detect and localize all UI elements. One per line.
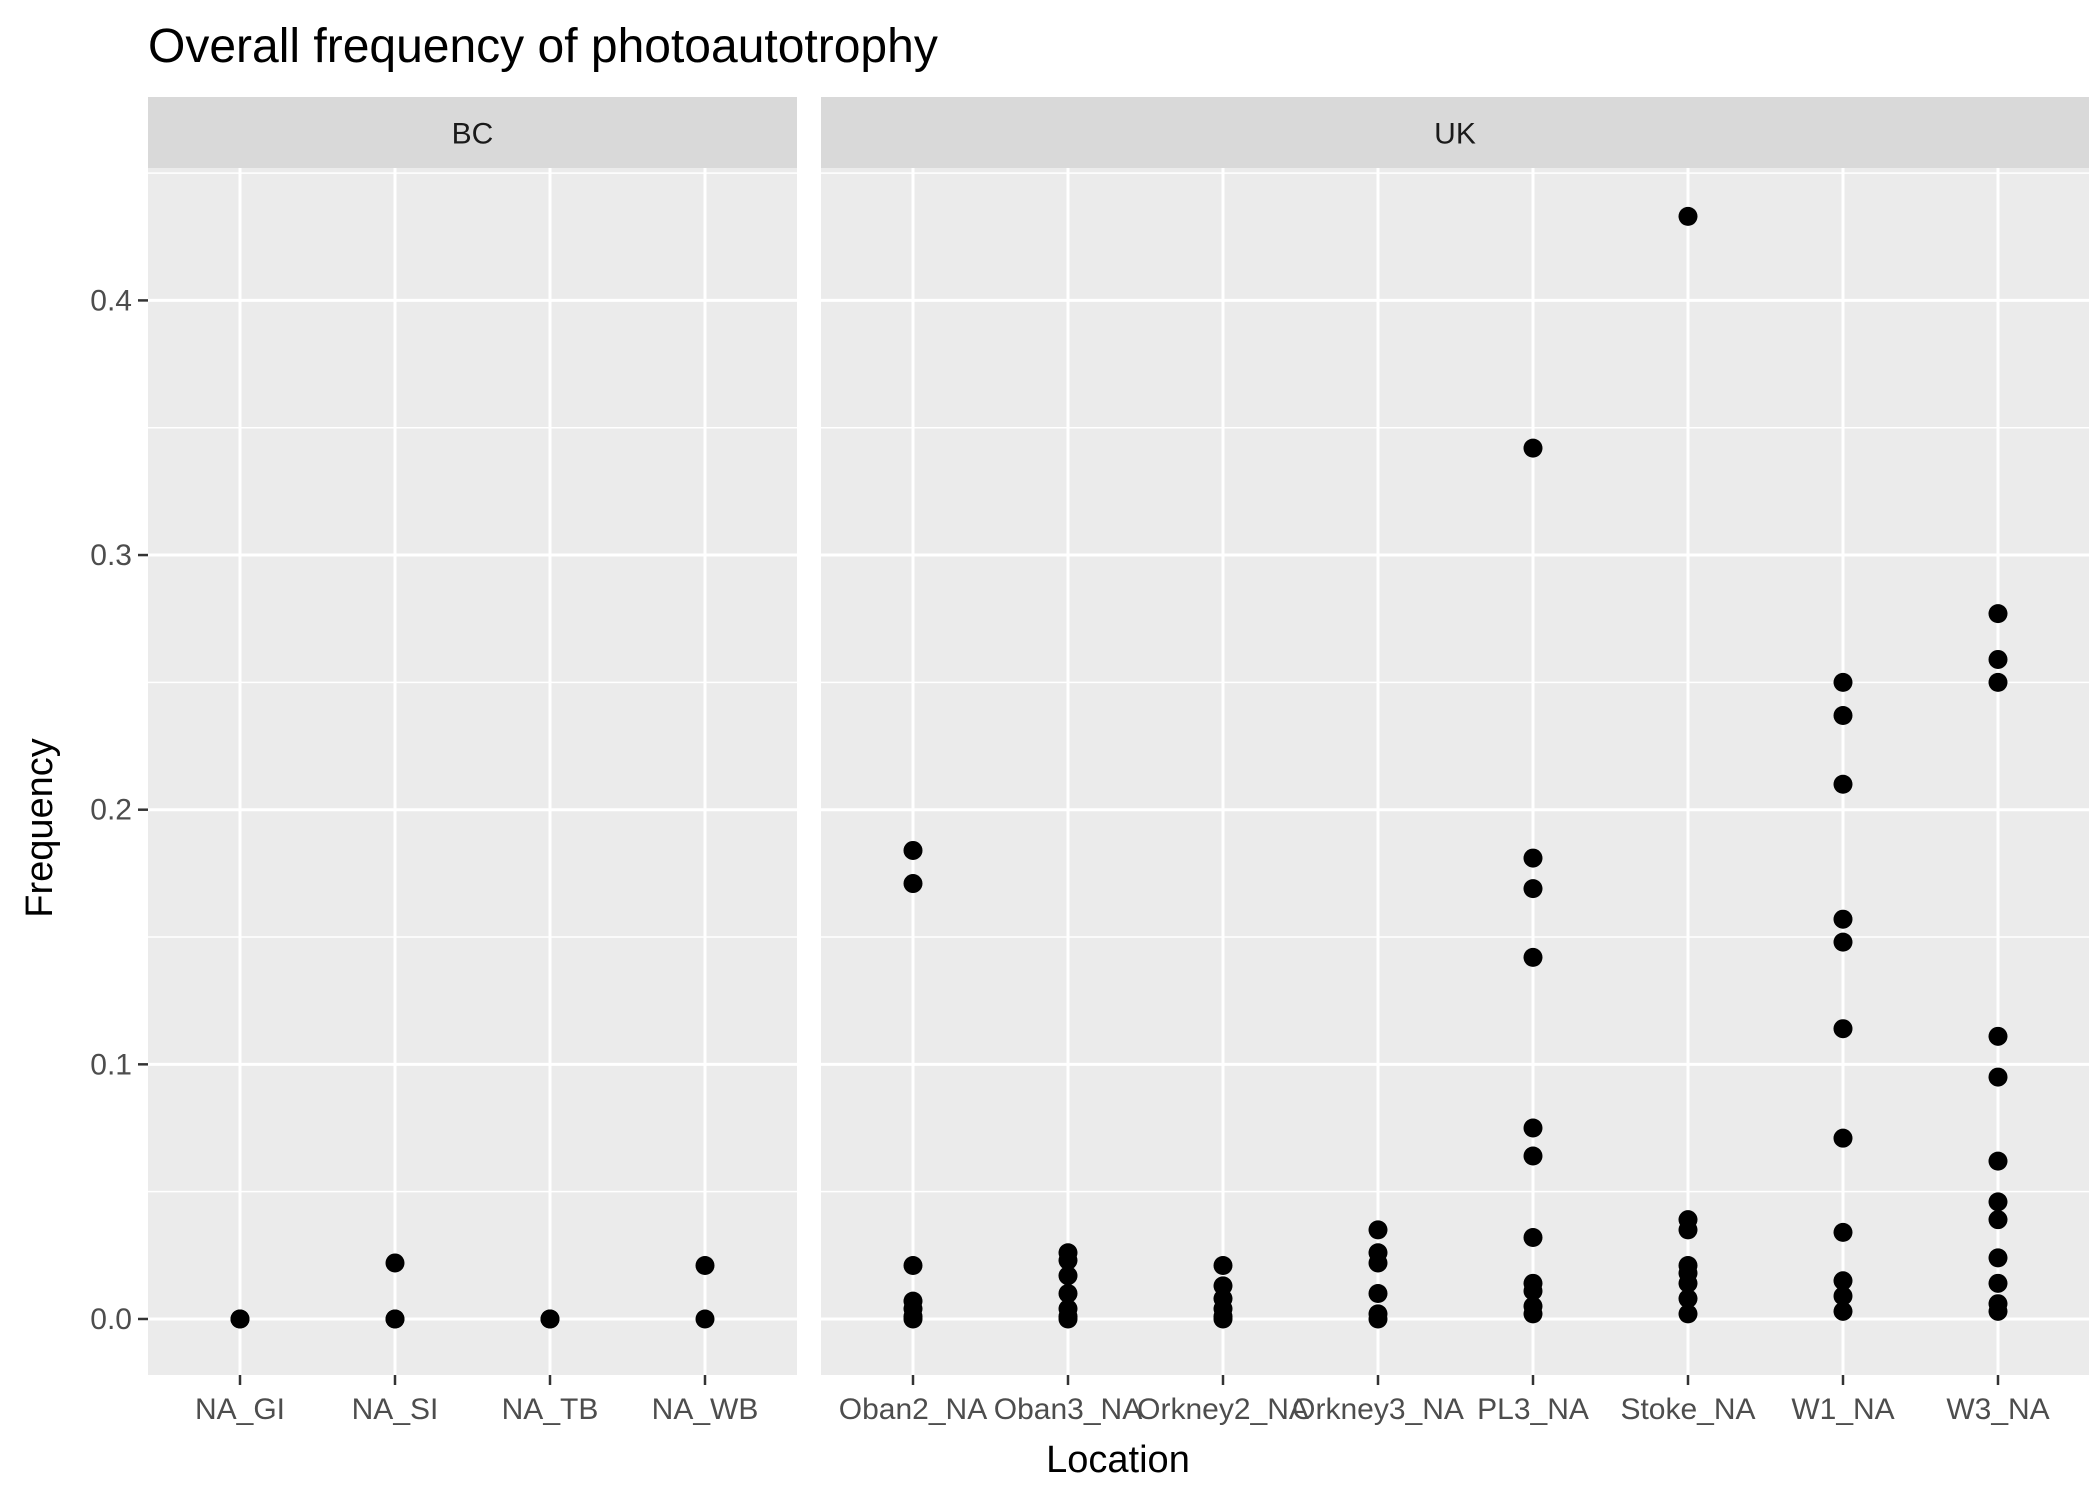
x-tick-label: NA_GI (195, 1393, 285, 1426)
data-point (903, 1309, 923, 1329)
x-tick-label: NA_SI (352, 1393, 439, 1426)
data-point (1833, 1301, 1853, 1321)
data-point (903, 840, 923, 860)
data-point (1523, 438, 1543, 458)
data-point (385, 1253, 405, 1273)
data-point (1833, 1286, 1853, 1306)
data-point (1833, 705, 1853, 725)
x-tick-label: Orkney3_NA (1292, 1393, 1464, 1426)
y-axis-title: Frequency (19, 738, 61, 918)
facet-strip-label: UK (1434, 118, 1476, 151)
x-tick-label: PL3_NA (1477, 1393, 1589, 1426)
y-axis: 0.0 0.1 0.2 0.3 0.4 (90, 284, 148, 1336)
data-point (1833, 774, 1853, 794)
x-tick-label: W1_NA (1791, 1393, 1894, 1426)
data-point (1988, 1301, 2008, 1321)
x-tick-label: Stoke_NA (1620, 1393, 1755, 1426)
x-tick-label: NA_WB (652, 1393, 759, 1426)
data-point (1523, 1281, 1543, 1301)
data-point (1678, 1304, 1698, 1324)
data-point (1988, 1192, 2008, 1212)
data-point (385, 1309, 405, 1329)
facets: BC NA_GI NA_SI NA_TB NA_WB UK Oban2_NA Oban3_NA… (148, 97, 2089, 1426)
y-tick-label: 0.1 (90, 1048, 132, 1081)
data-point (903, 874, 923, 894)
data-point (1368, 1309, 1388, 1329)
data-point (1988, 1273, 2008, 1293)
data-point (1368, 1253, 1388, 1273)
data-point (1988, 649, 2008, 669)
facet-bc: BC NA_GI NA_SI NA_TB NA_WB (148, 97, 797, 1426)
y-tick-label: 0.2 (90, 794, 132, 827)
data-point (1058, 1309, 1078, 1329)
data-point (1678, 206, 1698, 226)
y-tick-label: 0.4 (90, 284, 132, 317)
data-point (1833, 1019, 1853, 1039)
data-point (1988, 1210, 2008, 1230)
facet-strip-label: BC (452, 118, 494, 151)
panel-background (148, 168, 797, 1375)
data-point (1988, 672, 2008, 692)
data-point (1523, 879, 1543, 899)
x-tick-label: Orkney2_NA (1137, 1393, 1309, 1426)
data-point (1058, 1266, 1078, 1286)
x-tick-label: W3_NA (1946, 1393, 2049, 1426)
data-point (1058, 1284, 1078, 1304)
x-tick-label: NA_TB (502, 1393, 599, 1426)
data-point (1678, 1289, 1698, 1309)
data-point (1213, 1256, 1233, 1276)
data-point (1833, 672, 1853, 692)
data-point (1988, 1151, 2008, 1171)
data-point (1833, 1271, 1853, 1291)
data-point (1833, 1222, 1853, 1242)
x-axis-title: Location (1046, 1439, 1190, 1481)
data-point (1523, 1304, 1543, 1324)
facet-strip (148, 97, 797, 168)
data-point (1988, 604, 2008, 624)
data-point (1988, 1067, 2008, 1087)
data-point (695, 1256, 715, 1276)
data-point (1988, 1026, 2008, 1046)
data-point (1523, 848, 1543, 868)
data-point (903, 1256, 923, 1276)
data-point (540, 1309, 560, 1329)
panel-background (821, 168, 2089, 1375)
data-point (1833, 1128, 1853, 1148)
data-point (1678, 1220, 1698, 1240)
x-tick-label: Oban3_NA (994, 1393, 1142, 1426)
data-point (1058, 1250, 1078, 1270)
data-point (1368, 1220, 1388, 1240)
data-point (1523, 1227, 1543, 1247)
data-point (1833, 932, 1853, 952)
data-point (1213, 1309, 1233, 1329)
facet-strip (821, 97, 2089, 168)
data-point (695, 1309, 715, 1329)
y-tick-label: 0.0 (90, 1303, 132, 1336)
data-point (1368, 1284, 1388, 1304)
data-point (1523, 947, 1543, 967)
data-point (1523, 1146, 1543, 1166)
data-point (1678, 1273, 1698, 1293)
y-tick-label: 0.3 (90, 539, 132, 572)
x-tick-label: Oban2_NA (839, 1393, 987, 1426)
data-point (230, 1309, 250, 1329)
data-point (1833, 909, 1853, 929)
chart-title: Overall frequency of photoautotrophy (148, 20, 938, 73)
data-point (1523, 1118, 1543, 1138)
data-point (1988, 1248, 2008, 1268)
